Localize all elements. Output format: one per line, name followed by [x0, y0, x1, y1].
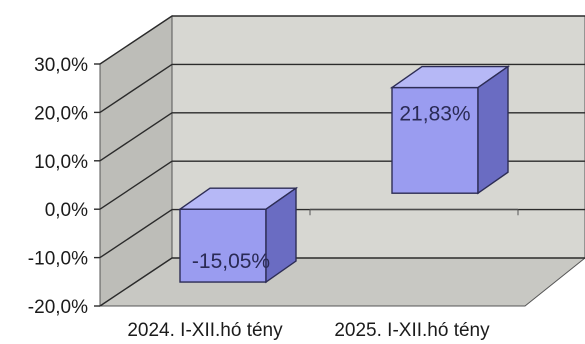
gridline: [99, 257, 585, 307]
bar-side: [265, 186, 297, 284]
y-tick-label: 30,0%: [34, 55, 88, 76]
x-axis-categories: 2024. I-XII.hó tény 2025. I-XII.hó tény: [127, 320, 490, 341]
gridline: [99, 15, 585, 65]
data-label: 21,83%: [399, 103, 470, 126]
y-tick-label: -10,0%: [28, 249, 88, 270]
y-tick-label: -20,0%: [28, 297, 88, 318]
bar-front: [391, 86, 479, 194]
y-tick-label: 10,0%: [34, 152, 88, 173]
x-category-label: 2025. I-XII.hó tény: [334, 320, 490, 341]
data-label: -15,05%: [192, 250, 270, 273]
gridline: [99, 63, 585, 113]
bar-side: [477, 65, 509, 195]
y-tick-label: 20,0%: [34, 103, 88, 124]
bars: -15,05% 21,83%: [177, 65, 511, 284]
y-tick-label: 0,0%: [45, 200, 88, 221]
gridlines: [94, 15, 585, 307]
x-category-label: 2024. I-XII.hó tény: [127, 320, 283, 341]
y-axis-ticks: 30,0% 20,0% 10,0% 0,0% -10,0% -20,0%: [28, 55, 88, 318]
floor: [98, 257, 585, 307]
left-wall: [99, 15, 173, 307]
